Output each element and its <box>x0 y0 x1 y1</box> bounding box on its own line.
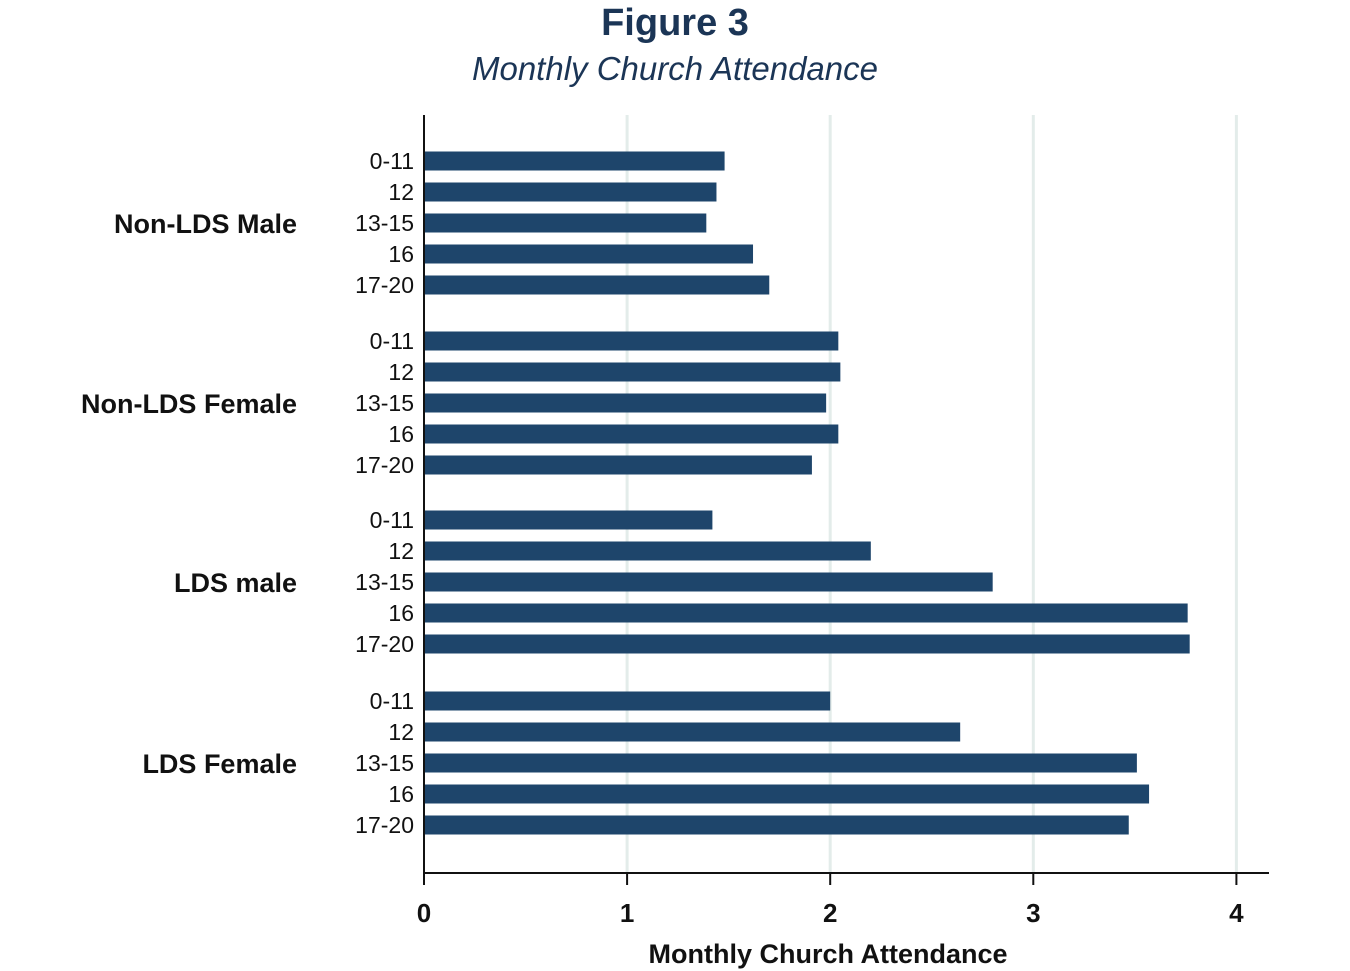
x-tick-label-0: 0 <box>417 898 431 928</box>
bar-2-1 <box>425 541 871 561</box>
bar-2-2 <box>425 572 993 592</box>
category-label-1-1: 12 <box>388 359 414 385</box>
bar-3-2 <box>425 753 1137 773</box>
category-label-2-3: 16 <box>388 600 414 626</box>
bar-1-3 <box>425 424 839 444</box>
category-label-3-2: 13-15 <box>355 750 414 776</box>
bar-2-3 <box>425 603 1188 623</box>
bar-1-2 <box>425 393 827 413</box>
x-tick-label-2: 2 <box>823 898 837 928</box>
category-label-2-4: 17-20 <box>355 631 414 657</box>
bar-1-4 <box>425 455 812 475</box>
group-label-2: LDS male <box>174 568 297 598</box>
bar-1-1 <box>425 362 841 382</box>
category-label-0-0: 0-11 <box>370 148 414 174</box>
category-label-1-0: 0-11 <box>370 328 414 354</box>
bars <box>425 151 1190 835</box>
bar-3-4 <box>425 815 1129 835</box>
bar-3-3 <box>425 784 1150 804</box>
x-tick-label-1: 1 <box>620 898 634 928</box>
category-label-3-1: 12 <box>388 719 414 745</box>
bar-0-1 <box>425 182 717 202</box>
gridlines <box>625 115 1238 873</box>
bar-2-4 <box>425 634 1190 654</box>
category-label-3-4: 17-20 <box>355 812 414 838</box>
axes <box>423 115 1269 885</box>
bar-0-0 <box>425 151 725 171</box>
category-label-0-2: 13-15 <box>355 210 414 236</box>
bar-1-0 <box>425 331 839 351</box>
category-label-1-3: 16 <box>388 421 414 447</box>
group-label-3: LDS Female <box>142 749 297 779</box>
category-label-0-1: 12 <box>388 179 414 205</box>
category-label-1-2: 13-15 <box>355 390 414 416</box>
bar-0-4 <box>425 275 770 295</box>
figure-subtitle: Monthly Church Attendance <box>471 50 878 87</box>
category-label-2-1: 12 <box>388 538 414 564</box>
figure-title: Figure 3 <box>601 2 749 44</box>
category-label-0-4: 17-20 <box>355 272 414 298</box>
category-label-3-0: 0-11 <box>370 688 414 714</box>
group-label-0: Non-LDS Male <box>114 209 297 239</box>
bar-0-3 <box>425 244 754 264</box>
group-label-1: Non-LDS Female <box>81 389 297 419</box>
category-label-1-4: 17-20 <box>355 452 414 478</box>
category-label-2-2: 13-15 <box>355 569 414 595</box>
x-tick-label-4: 4 <box>1229 898 1244 928</box>
category-label-0-3: 16 <box>388 241 414 267</box>
category-label-3-3: 16 <box>388 781 414 807</box>
category-label-2-0: 0-11 <box>370 507 414 533</box>
bar-3-1 <box>425 722 961 742</box>
x-tick-label-3: 3 <box>1026 898 1040 928</box>
x-axis-title: Monthly Church Attendance <box>648 939 1007 969</box>
bar-3-0 <box>425 691 831 711</box>
bar-0-2 <box>425 213 707 233</box>
bar-2-0 <box>425 510 713 530</box>
